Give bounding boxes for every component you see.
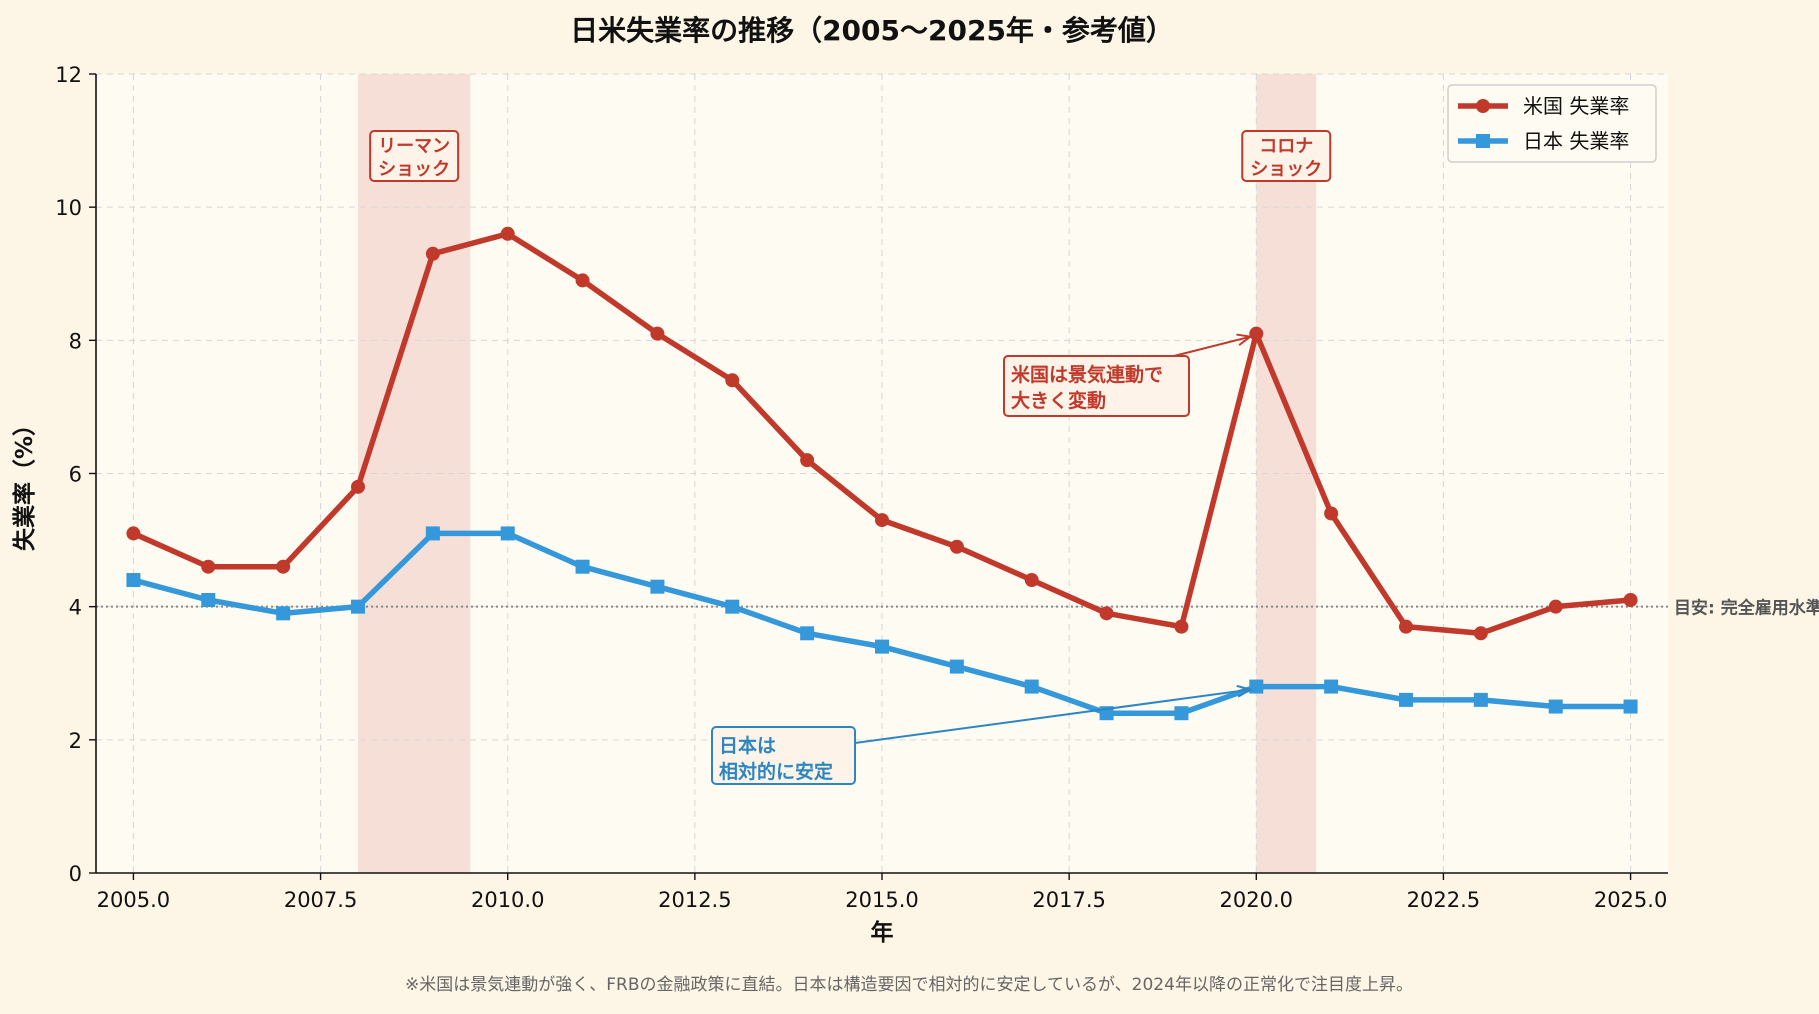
legend-marker (1476, 134, 1490, 148)
data-point (1623, 593, 1638, 608)
data-point (276, 606, 291, 621)
data-point (575, 273, 590, 288)
data-point (725, 599, 740, 614)
data-point (425, 246, 440, 261)
crisis-label: コロナ (1259, 136, 1313, 157)
data-point (500, 226, 515, 241)
data-point (949, 539, 964, 554)
data-point (725, 373, 740, 388)
legend-label: 日本 失業率 (1523, 129, 1629, 153)
annotation-arrowhead (1236, 333, 1253, 346)
data-point (1099, 606, 1114, 621)
data-point (1548, 599, 1563, 614)
data-point (1024, 679, 1039, 694)
y-tick-label: 12 (55, 63, 82, 87)
y-tick-label: 6 (69, 463, 82, 487)
data-point (425, 526, 440, 541)
y-tick-label: 0 (69, 862, 82, 886)
data-point (1249, 326, 1264, 341)
x-tick-label: 2005.0 (97, 888, 170, 912)
annotation-text: 相対的に安定 (719, 760, 833, 783)
data-point (1548, 699, 1563, 714)
annotation-arrowhead (1236, 684, 1253, 698)
x-tick-label: 2010.0 (471, 888, 544, 912)
y-tick-label: 2 (69, 729, 82, 753)
data-point (949, 659, 964, 674)
x-tick-label: 2020.0 (1220, 888, 1293, 912)
annotation-arrow (1173, 335, 1251, 357)
y-tick-label: 4 (69, 596, 82, 620)
footnote: ※米国は景気連動が強く、FRBの金融政策に直結。日本は構造要因で相対的に安定して… (405, 975, 1413, 995)
crisis-label: リーマン (378, 136, 450, 157)
x-tick-label: 2012.5 (658, 888, 731, 912)
reference-line-label: 目安: 完全雇用水準 (1674, 598, 1819, 619)
data-point (351, 479, 365, 494)
data-point (800, 453, 815, 468)
annotation-text: 日本は (719, 734, 776, 757)
data-point (276, 559, 291, 574)
data-point (1024, 573, 1039, 588)
data-point (126, 526, 141, 541)
legend-label: 米国 失業率 (1523, 94, 1629, 118)
data-point (1174, 706, 1189, 721)
crisis-label: ショック (378, 159, 450, 180)
x-axis-label: 年 (871, 919, 894, 946)
data-point (1473, 626, 1488, 641)
data-point (500, 526, 515, 541)
x-tick-label: 2017.5 (1032, 888, 1105, 912)
y-axis-label: 失業率（%） (11, 413, 38, 551)
annotation-box (711, 726, 856, 785)
data-point (1623, 699, 1638, 714)
data-point (126, 573, 141, 588)
data-point (201, 559, 216, 574)
x-tick-label: 2022.5 (1407, 888, 1480, 912)
data-point (575, 559, 590, 574)
x-tick-label: 2025.0 (1594, 888, 1667, 912)
data-point (1324, 679, 1339, 694)
data-point (1473, 692, 1488, 707)
data-point (1399, 619, 1413, 634)
data-point (875, 639, 889, 654)
data-point (1324, 506, 1339, 521)
crisis-label: ショック (1250, 159, 1322, 180)
crisis-label-box (369, 130, 460, 182)
data-point (351, 599, 365, 614)
annotation-arrow (854, 688, 1251, 744)
data-point (1174, 619, 1189, 634)
x-tick-label: 2015.0 (845, 888, 918, 912)
data-point (650, 579, 665, 594)
data-point (1399, 692, 1413, 707)
crisis-label-box (1241, 130, 1332, 182)
annotation-text: 大きく変動 (1011, 389, 1106, 412)
data-point (201, 593, 216, 608)
chart-title: 日米失業率の推移（2005〜2025年・参考値） (570, 14, 1174, 47)
data-point (650, 326, 665, 341)
annotation-box (1003, 355, 1190, 417)
y-tick-label: 10 (55, 196, 82, 220)
data-point (1249, 679, 1264, 694)
y-tick-label: 8 (69, 329, 82, 353)
data-point (800, 626, 815, 641)
data-point (875, 513, 889, 528)
x-tick-label: 2007.5 (284, 888, 357, 912)
legend-marker (1476, 99, 1490, 113)
annotation-text: 米国は景気連動で (1011, 363, 1163, 386)
